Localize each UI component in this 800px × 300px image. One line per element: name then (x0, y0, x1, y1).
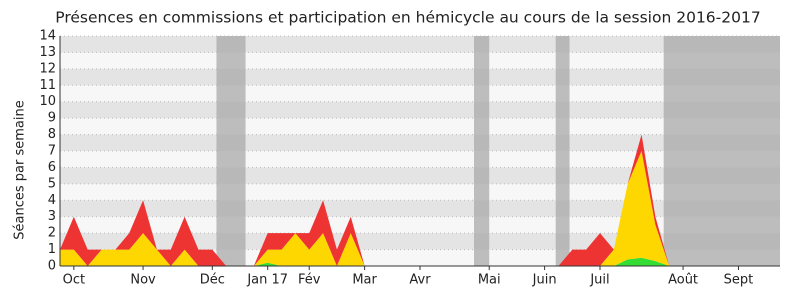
x-tick-label: Juil (589, 273, 609, 288)
y-tick-label: 5 (48, 176, 56, 191)
x-tick-label: Mar (352, 273, 377, 288)
y-tick-label: 8 (48, 127, 56, 142)
y-tick-label: 2 (48, 226, 56, 241)
y-tick-label: 1 (48, 242, 56, 257)
y-tick-label: 13 (39, 45, 56, 60)
y-tick-label: 0 (48, 259, 56, 274)
x-tick-label: Août (668, 273, 698, 288)
y-tick-label: 7 (48, 144, 56, 159)
y-tick-label: 14 (39, 29, 56, 44)
highlight-band (555, 36, 570, 266)
x-tick-label: Jan 17 (246, 273, 288, 288)
x-tick-label: Mai (478, 273, 501, 288)
highlight-band (474, 36, 490, 266)
x-tick-label: Sept (724, 273, 754, 288)
x-tick-label: Oct (63, 273, 85, 288)
chart-title: Présences en commissions et participatio… (55, 9, 760, 27)
y-tick-label: 4 (48, 193, 56, 208)
y-tick-label: 3 (48, 209, 56, 224)
x-tick-label: Nov (130, 273, 156, 288)
y-tick-label: 10 (39, 94, 56, 109)
y-tick-label: 11 (39, 78, 56, 93)
x-tick-label: Juin (532, 273, 557, 288)
x-tick-label: Avr (409, 273, 431, 288)
area (60, 257, 780, 266)
x-tick-label: Déc (200, 273, 225, 288)
y-tick-label: 12 (39, 61, 56, 76)
area (60, 151, 780, 266)
highlight-band (663, 36, 780, 266)
y-tick-label: 6 (48, 160, 56, 175)
y-axis-label: Séances par semaine (13, 100, 28, 239)
area (60, 134, 780, 266)
y-tick-label: 9 (48, 111, 56, 126)
x-tick-label: Fév (298, 273, 321, 288)
